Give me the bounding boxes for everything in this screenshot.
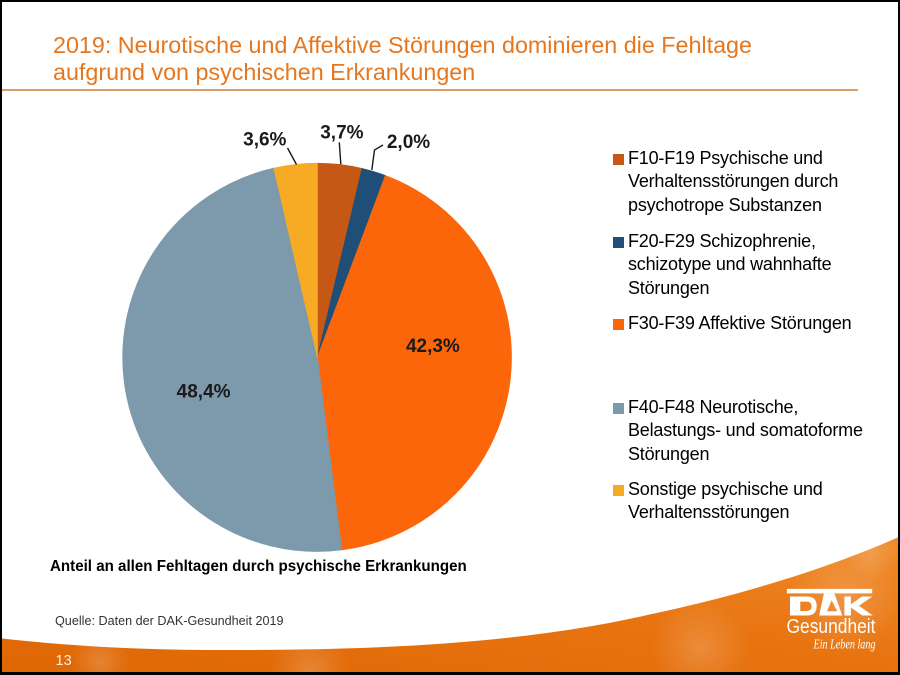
svg-text:42,3%: 42,3% xyxy=(406,336,460,357)
svg-text:3,6%: 3,6% xyxy=(243,130,286,151)
svg-text:48,4%: 48,4% xyxy=(177,382,231,403)
svg-text:3,7%: 3,7% xyxy=(320,123,363,144)
svg-text:Gesundheit: Gesundheit xyxy=(787,616,876,638)
svg-text:Ein Leben lang: Ein Leben lang xyxy=(813,637,876,652)
svg-text:2,0%: 2,0% xyxy=(387,132,430,153)
